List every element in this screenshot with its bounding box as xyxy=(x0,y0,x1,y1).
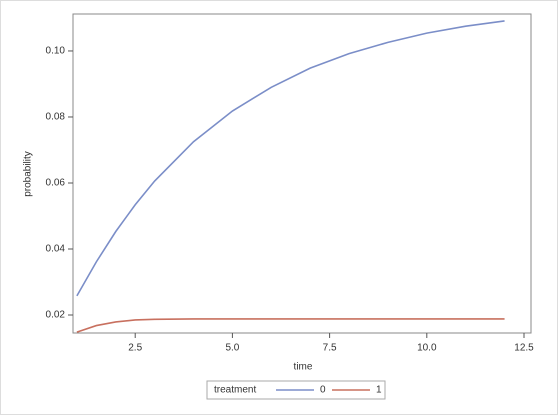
legend-label: 1 xyxy=(376,385,382,396)
series-line xyxy=(76,318,505,333)
y-tick-label: 0.10 xyxy=(46,46,66,57)
x-axis-label: time xyxy=(294,362,313,373)
series-line xyxy=(76,20,505,297)
y-tick-label: 0.08 xyxy=(46,112,66,123)
legend-label: 0 xyxy=(320,385,326,396)
y-tick-label: 0.04 xyxy=(46,244,66,255)
legend-title: treatment xyxy=(214,385,256,396)
y-tick-label: 0.02 xyxy=(46,310,66,321)
x-tick-label: 2.5 xyxy=(128,343,142,354)
x-tick-label: 10.0 xyxy=(417,343,437,354)
y-tick-label: 0.06 xyxy=(46,178,66,189)
x-tick-label: 12.5 xyxy=(514,343,534,354)
plot-frame xyxy=(72,13,532,334)
x-tick-label: 5.0 xyxy=(225,343,239,354)
y-axis-label: probability xyxy=(23,151,34,197)
x-tick-label: 7.5 xyxy=(323,343,337,354)
legend-box xyxy=(206,380,386,400)
